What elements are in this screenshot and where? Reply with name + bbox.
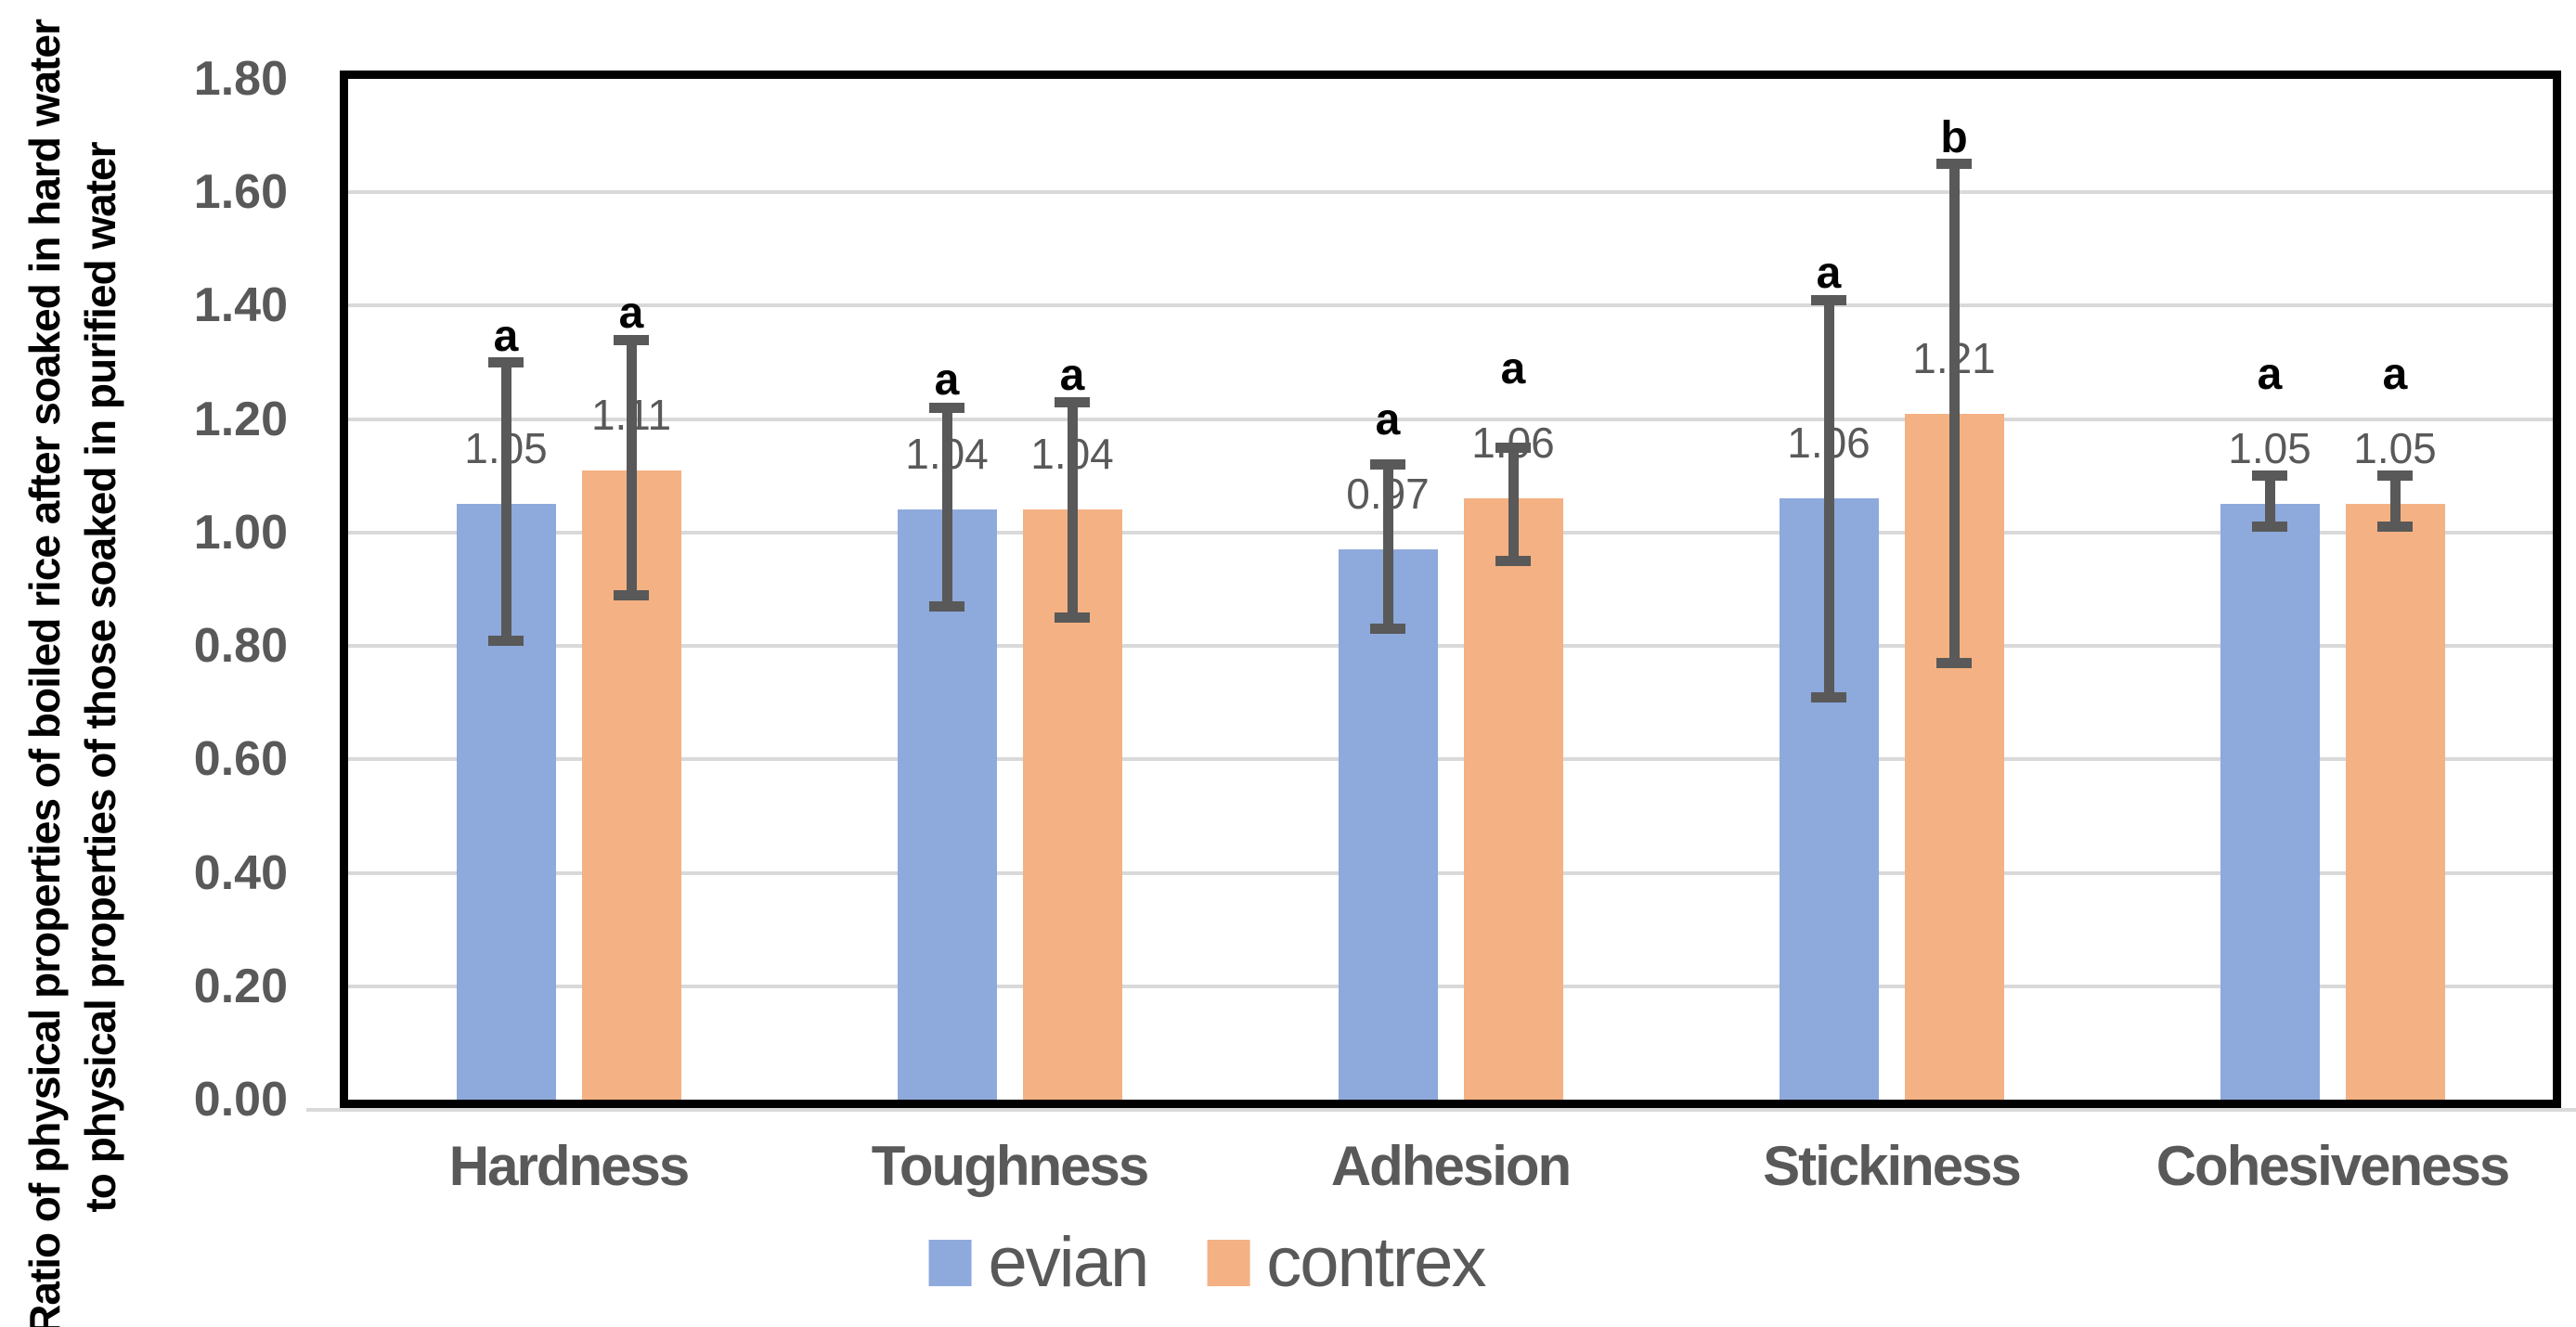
legend-label-contrex: contrex: [1266, 1223, 1486, 1302]
y-tick-label: 0.80: [193, 619, 288, 674]
data-label-evian-cohesiveness: 1.05: [2228, 424, 2311, 473]
error-bar-cap-bottom-contrex-cohesiveness: [2377, 522, 2413, 533]
x-category-label-stickiness: Stickiness: [1763, 1135, 2022, 1197]
error-bar-evian-stickiness: [1823, 300, 1834, 698]
sig-letter-contrex-stickiness: b: [1940, 112, 1968, 162]
y-tick-label: 0.40: [193, 845, 288, 900]
data-label-contrex-stickiness: 1.21: [1912, 333, 1996, 382]
sig-letter-evian-cohesiveness: a: [2257, 350, 2283, 400]
sig-letter-contrex-hardness: a: [618, 289, 644, 339]
error-bar-cap-bottom-contrex-adhesion: [1495, 555, 1531, 566]
error-bar-cap-top-contrex-toughness: [1055, 396, 1090, 407]
sig-letter-evian-toughness: a: [934, 355, 960, 406]
data-label-evian-stickiness: 1.06: [1787, 419, 1871, 468]
data-label-evian-adhesion: 0.97: [1346, 470, 1430, 519]
error-bar-contrex-adhesion: [1508, 447, 1519, 561]
sig-letter-contrex-toughness: a: [1059, 351, 1085, 401]
gridline: [348, 757, 2553, 762]
error-bar-contrex-hardness: [626, 340, 637, 596]
y-tick-label: 1.00: [193, 505, 288, 560]
data-label-contrex-hardness: 1.11: [590, 390, 672, 439]
x-category-label-cohesiveness: Cohesiveness: [2155, 1135, 2511, 1197]
error-bar-contrex-cohesiveness: [2389, 475, 2401, 527]
error-bar-contrex-toughness: [1067, 402, 1078, 618]
error-bar-evian-cohesiveness: [2264, 475, 2275, 527]
error-bar-cap-top-evian-toughness: [929, 402, 964, 413]
y-tick-label: 0.60: [193, 732, 288, 787]
error-bar-cap-bottom-evian-cohesiveness: [2252, 522, 2287, 533]
error-bar-cap-bottom-contrex-toughness: [1055, 612, 1090, 624]
y-tick-label: 1.80: [193, 52, 288, 106]
error-bar-cap-top-evian-adhesion: [1370, 459, 1405, 470]
error-bar-cap-bottom-evian-adhesion: [1370, 624, 1405, 635]
error-bar-cap-bottom-evian-hardness: [488, 635, 524, 646]
sig-letter-evian-stickiness: a: [1816, 249, 1842, 299]
x-axis-line: [306, 1108, 2576, 1112]
error-bar-cap-top-contrex-adhesion: [1495, 442, 1531, 453]
data-label-evian-toughness: 1.04: [905, 430, 989, 479]
legend-item-contrex: contrex: [1207, 1221, 1486, 1305]
sig-letter-contrex-adhesion: a: [1500, 344, 1526, 394]
gridline: [348, 190, 2553, 195]
gridline: [348, 530, 2553, 535]
gridline: [348, 644, 2553, 649]
error-bar-evian-adhesion: [1382, 464, 1393, 629]
error-bar-cap-top-evian-stickiness: [1811, 294, 1846, 305]
plot-border: [340, 71, 2561, 1108]
y-tick-label: 0.20: [193, 959, 288, 1013]
error-bar-cap-bottom-contrex-stickiness: [1936, 657, 1972, 668]
x-category-label-adhesion: Adhesion: [1330, 1135, 1572, 1197]
bar-evian-cohesiveness: [2220, 504, 2320, 1100]
error-bar-evian-hardness: [500, 362, 511, 640]
error-bar-cap-bottom-evian-stickiness: [1811, 691, 1846, 702]
sig-letter-contrex-cohesiveness: a: [2382, 350, 2408, 400]
sig-letter-evian-hardness: a: [493, 311, 519, 361]
error-bar-cap-top-contrex-cohesiveness: [2377, 470, 2413, 482]
gridline: [348, 417, 2553, 421]
error-bar-cap-top-contrex-hardness: [614, 334, 649, 345]
legend-swatch-contrex: [1207, 1240, 1250, 1286]
y-tick-label: 1.20: [193, 392, 288, 446]
error-bar-cap-top-contrex-stickiness: [1936, 159, 1972, 170]
gridline: [348, 984, 2553, 988]
legend-label-evian: evian: [988, 1223, 1150, 1302]
gridline: [348, 303, 2553, 308]
x-category-label-toughness: Toughness: [871, 1135, 1150, 1197]
error-bar-cap-top-evian-hardness: [488, 357, 524, 368]
legend: evian contrex: [928, 1221, 1486, 1305]
gridline: [348, 870, 2553, 875]
y-tick-label: 1.60: [193, 165, 288, 220]
y-tick-label: 0.00: [193, 1073, 288, 1127]
error-bar-cap-bottom-contrex-hardness: [614, 589, 649, 600]
legend-item-evian: evian: [928, 1221, 1150, 1305]
error-bar-cap-top-evian-cohesiveness: [2252, 470, 2287, 482]
y-tick-label: 1.40: [193, 278, 288, 333]
bar-evian-adhesion: [1338, 549, 1438, 1100]
bar-contrex-adhesion: [1463, 498, 1563, 1100]
legend-swatch-evian: [928, 1240, 972, 1286]
data-label-contrex-adhesion: 1.06: [1471, 419, 1555, 468]
data-label-evian-hardness: 1.05: [464, 424, 548, 473]
data-label-contrex-cohesiveness: 1.05: [2353, 424, 2437, 473]
error-bar-cap-bottom-evian-toughness: [929, 600, 964, 612]
bar-contrex-cohesiveness: [2345, 504, 2445, 1100]
x-category-label-hardness: Hardness: [448, 1135, 690, 1197]
sig-letter-evian-adhesion: a: [1375, 395, 1401, 445]
data-label-contrex-toughness: 1.04: [1030, 430, 1114, 479]
error-bar-contrex-stickiness: [1948, 163, 1960, 664]
error-bar-evian-toughness: [941, 407, 952, 607]
